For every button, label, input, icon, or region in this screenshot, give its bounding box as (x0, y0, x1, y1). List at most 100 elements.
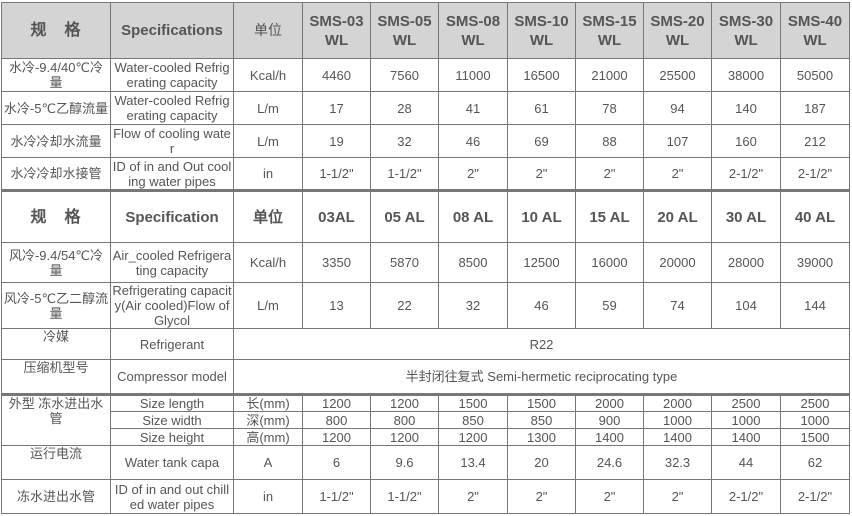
row-label-cn: 风冷-5℃乙二醇流量 (1, 282, 111, 329)
row-value: 2-1/2" (711, 157, 781, 191)
model-header: 20 AL (643, 189, 712, 243)
row-value: 74 (643, 282, 712, 329)
row-value: 16500 (507, 58, 576, 92)
row-value: 38000 (711, 58, 781, 92)
table-row: 水冷冷却水流量 Flow of cooling water L/m 19 32 46 69 8… (1, 124, 850, 158)
row-label-cn: 水冷-9.4/40℃冷量 (1, 58, 111, 92)
row-value: 2-1/2" (780, 479, 850, 514)
row-value: 2" (643, 479, 712, 514)
row-value: 44 (711, 445, 781, 480)
row-value: 12500 (507, 242, 576, 283)
row-label-en: Refrigerant (110, 328, 234, 360)
model-header: 03AL (302, 189, 371, 243)
row-label-cn: 冷媒 (1, 328, 111, 360)
row-value: 2-1/2" (780, 157, 850, 191)
row-value: 104 (711, 282, 781, 329)
row-value: 107 (643, 124, 712, 158)
row-unit: 长(mm) (233, 393, 303, 412)
row-value: 50500 (780, 58, 850, 92)
row-label-en: Refrigerating capacity(Air cooled)Flow o… (110, 282, 234, 329)
row-label-en: Size length (110, 393, 234, 412)
row-value: 1000 (643, 411, 712, 429)
row-value: 800 (370, 411, 439, 429)
size-row: Size width 深(mm) 800 800 850 850 900 1000 1000 10… (2, 411, 850, 429)
header-unit: 单位 (233, 189, 303, 243)
row-value: 8500 (438, 242, 508, 283)
row-value: 1500 (438, 393, 508, 412)
row-label-en: ID of in and Out cooling water pipes (110, 157, 234, 191)
row-value: 187 (780, 91, 850, 125)
row-value: 2" (438, 157, 508, 191)
row-value: 1200 (370, 428, 439, 446)
row-value: 22 (370, 282, 439, 329)
size-row: Size height 高(mm) 1200 1200 1200 1300 1400 1400… (2, 428, 850, 446)
row-value: 1-1/2" (370, 157, 439, 191)
row-unit: L/m (233, 124, 303, 158)
model-header: 10 AL (507, 189, 576, 243)
row-value: 11000 (438, 58, 508, 92)
row-value: 17 (302, 91, 371, 125)
row-value: 20000 (643, 242, 712, 283)
row-value: 160 (711, 124, 781, 158)
row-label-cn: 水冷冷却水流量 (1, 124, 111, 158)
row-label-cn: 冻水进出水管 (1, 479, 111, 514)
row-value: 1-1/2" (302, 479, 371, 514)
row-value: 28 (370, 91, 439, 125)
row-value: 144 (780, 282, 850, 329)
row-value: 94 (643, 91, 712, 125)
row-value: 1200 (302, 428, 371, 446)
header-row: 规 格 Specifications 单位 SMS-03 WL SMS-05 WL SMS… (1, 2, 850, 59)
header-cn: 规 格 (1, 2, 111, 59)
model-header: 40 AL (780, 189, 850, 243)
table-row: 运行电流 Water tank capa A 6 9.6 13.4 20 24.6 32.3 44… (1, 445, 850, 480)
row-value: 212 (780, 124, 850, 158)
row-value: 69 (507, 124, 576, 158)
row-value: 7560 (370, 58, 439, 92)
row-label-cn: 压缩机型号 (1, 359, 111, 395)
row-value: 46 (438, 124, 508, 158)
row-value: 21000 (575, 58, 644, 92)
row-label-en: Water tank capa (110, 445, 234, 480)
row-value: 1300 (507, 428, 576, 446)
model-header: SMS-10 WL (507, 2, 576, 59)
row-value: 88 (575, 124, 644, 158)
row-value: 61 (507, 91, 576, 125)
header-unit: 单位 (233, 2, 303, 59)
row-value: 1-1/2" (370, 479, 439, 514)
row-label-en: Compressor model (110, 359, 234, 395)
row-unit: L/m (233, 282, 303, 329)
row-value: 2000 (643, 393, 712, 412)
header-en: Specifications (110, 2, 234, 59)
row-value: 2" (507, 157, 576, 191)
row-value: 2500 (780, 393, 850, 412)
row-unit: 高(mm) (233, 428, 303, 446)
row-value: 2" (575, 479, 644, 514)
row-value: 39000 (780, 242, 850, 283)
row-unit: Kcal/h (233, 242, 303, 283)
row-label-en: Size width (110, 411, 234, 429)
row-value: 62 (780, 445, 850, 480)
row-value: 2500 (711, 393, 781, 412)
row-value: 1400 (643, 428, 712, 446)
row-value: 19 (302, 124, 371, 158)
table-row: 水冷-5℃乙醇流量 Water-cooled Refrigerating capa… (1, 91, 850, 125)
row-value: 1000 (780, 411, 850, 429)
row-unit: in (233, 479, 303, 514)
row-value: 2" (438, 479, 508, 514)
row-value: 32 (438, 282, 508, 329)
row-value: 140 (711, 91, 781, 125)
table-row: 风冷-9.4/54℃冷量 Air_cooled Refrigerating cap… (1, 242, 850, 283)
row-label-en: Water-cooled Refrigerating capacity (110, 91, 234, 125)
row-value: 1400 (711, 428, 781, 446)
model-header: 15 AL (575, 189, 644, 243)
row-value: 41 (438, 91, 508, 125)
row-value: 850 (438, 411, 508, 429)
row-value: 4460 (302, 58, 371, 92)
row-value: 9.6 (370, 445, 439, 480)
row-label-cn: 运行电流 (1, 445, 111, 480)
row-label-en: Size height (110, 428, 234, 446)
row-span-value: 半封闭往复式 Semi-hermetic reciprocating type (233, 359, 850, 395)
row-value: 16000 (575, 242, 644, 283)
row-value: 46 (507, 282, 576, 329)
